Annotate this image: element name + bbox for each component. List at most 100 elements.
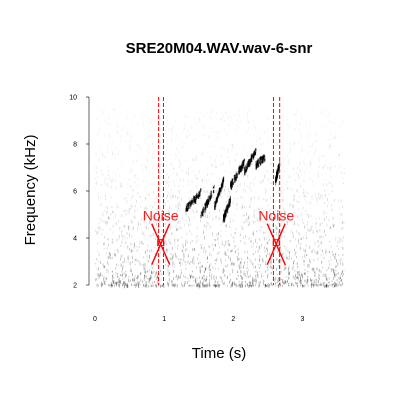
noise-speck [320, 194, 322, 196]
noise-speck [276, 212, 278, 215]
noise-speck [130, 185, 132, 188]
noise-speck [303, 190, 304, 194]
noise-speck [265, 270, 267, 273]
noise-speck [320, 235, 322, 239]
noise-speck [255, 280, 257, 283]
noise-speck [306, 237, 308, 240]
call-pixel [234, 179, 236, 183]
noise-speck [328, 201, 330, 204]
noise-speck [239, 285, 241, 289]
noise-speck [151, 141, 153, 145]
noise-speck [288, 285, 290, 287]
noise-speck [192, 270, 194, 273]
noise-speck [225, 252, 227, 256]
noise-speck [179, 201, 181, 204]
call-pixel [238, 167, 240, 173]
noise-speck [175, 120, 176, 123]
noise-speck [149, 160, 151, 162]
noise-speck [307, 229, 309, 232]
call-pixel [225, 212, 227, 216]
noise-speck [294, 140, 296, 145]
noise-speck [328, 284, 330, 286]
noise-speck [185, 172, 187, 174]
call-pixel [185, 203, 187, 207]
noise-speck [215, 259, 217, 261]
noise-speck [293, 204, 295, 208]
noise-speck [104, 266, 106, 268]
noise-speck [287, 186, 288, 190]
noise-speck [312, 269, 314, 272]
noise-speck [330, 175, 332, 178]
noise-speck [240, 174, 242, 177]
noise-speck [265, 190, 266, 194]
noise-speck [149, 254, 150, 257]
noise-speck [103, 242, 105, 245]
noise-speck [122, 267, 123, 271]
call-pixel [258, 163, 260, 168]
noise-speck [336, 157, 337, 158]
noise-speck [174, 153, 176, 157]
noise-speck [174, 265, 175, 268]
noise-speck [277, 277, 279, 280]
noise-speck [302, 284, 304, 288]
noise-speck [243, 273, 245, 275]
noise-speck [97, 242, 98, 244]
noise-speck [262, 282, 264, 284]
noise-speck [268, 138, 269, 140]
noise-speck [210, 192, 212, 195]
noise-speck [148, 135, 150, 139]
noise-speck [208, 179, 210, 181]
noise-speck [294, 248, 295, 252]
noise-speck [243, 181, 245, 184]
noise-speck [233, 147, 235, 149]
noise-speck [148, 228, 149, 230]
noise-speck [300, 278, 301, 282]
noise-speck [325, 216, 327, 218]
noise-speck [201, 179, 203, 182]
noise-speck [311, 283, 313, 285]
noise-speck [213, 278, 215, 281]
noise-speck [155, 270, 157, 274]
noise-speck [187, 171, 189, 176]
noise-speck [115, 179, 117, 182]
noise-speck [275, 138, 276, 139]
noise-speck [203, 284, 205, 288]
noise-speck [261, 257, 263, 261]
noise-speck [323, 165, 324, 169]
noise-speck [278, 233, 279, 237]
noise-speck [318, 273, 319, 276]
noise-speck [169, 274, 171, 277]
noise-speck [310, 279, 312, 282]
noise-speck [148, 254, 150, 258]
noise-speck [175, 128, 176, 130]
noise-speck [223, 269, 225, 272]
call-pixel [200, 188, 202, 192]
call-pixel [189, 203, 192, 208]
call-pixel [227, 205, 230, 208]
noise-speck [134, 284, 136, 286]
noise-speck [316, 140, 318, 142]
noise-speck [215, 281, 217, 283]
noise-speck [244, 251, 246, 254]
noise-speck [100, 260, 102, 264]
noise-speck [259, 246, 261, 249]
noise-speck [148, 171, 150, 173]
noise-speck [260, 281, 261, 283]
noise-speck [124, 259, 126, 264]
noise-speck [331, 280, 333, 283]
noise-speck [234, 232, 236, 235]
x-tick-label: 0 [93, 316, 97, 323]
noise-speck [302, 221, 304, 224]
noise-speck [246, 275, 248, 278]
noise-speck [299, 270, 300, 273]
noise-speck [321, 111, 322, 114]
noise-speck [305, 280, 306, 282]
noise-speck [196, 227, 198, 230]
noise-speck [209, 273, 211, 278]
noise-speck [170, 123, 171, 126]
noise-speck [321, 222, 323, 224]
noise-speck [168, 285, 169, 288]
noise-speck [321, 125, 322, 127]
noise-speck [298, 239, 300, 243]
call-pixel [193, 198, 195, 203]
